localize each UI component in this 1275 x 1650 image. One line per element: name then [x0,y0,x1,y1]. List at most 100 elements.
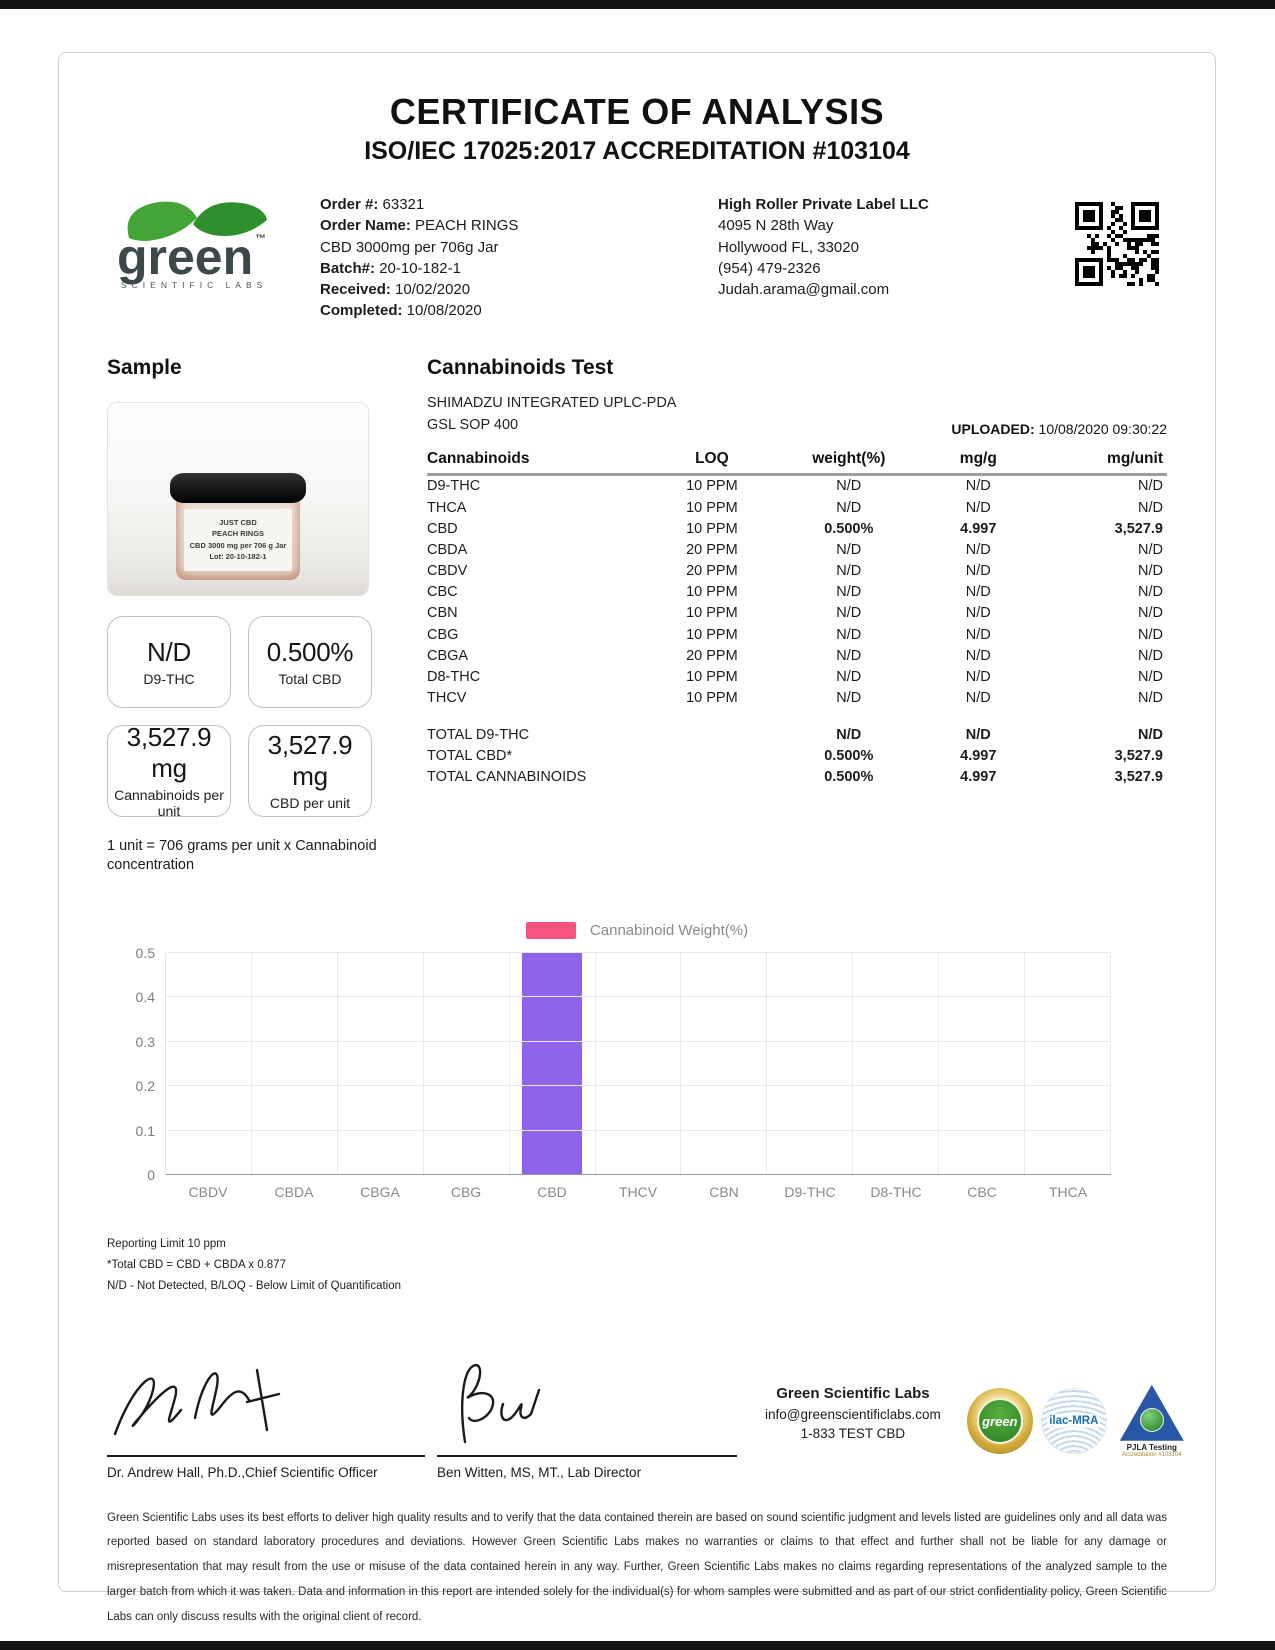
table-row: D9-THC 10 PPM N/D N/D N/D [427,478,1163,495]
result-box-cbd-per-unit: 3,527.9 mg CBD per unit [248,724,372,817]
logo-tagline: SCIENTIFIC LABS [121,280,267,290]
cannabinoid-chart: Cannabinoid Weight(%) 0 0.1 0.2 0.3 0.4 0.5 C… [107,921,1167,1200]
result-boxes: N/D D9-THC 0.500% Total CBD 3,527.9 mg C… [107,615,389,819]
main-content: Sample JUST CBD PEACH RINGS CBD 3000 mg … [107,356,1167,876]
chart-yaxis: 0 0.1 0.2 0.3 0.4 0.5 [123,945,165,1183]
chart-column [424,952,510,1175]
chart-column [510,952,596,1175]
note-nd-definition: N/D - Not Detected, B/LOQ - Below Limit … [107,1280,402,1293]
chart-columns [166,952,1111,1175]
accreditation-subtitle: ISO/IEC 17025:2017 ACCREDITATION #103104 [364,137,910,165]
x-tick-label: CBN [709,1183,739,1200]
signature-line-1 [107,1346,425,1457]
table-row: CBN 10 PPM N/D N/D N/D [427,605,1163,622]
page-top-border [0,0,1275,9]
logo-graphic: green ™ SCIENTIFIC LABS [117,201,267,290]
chart-bar-cbd [522,952,582,1175]
cannabinoids-test-heading: Cannabinoids Test [427,355,614,379]
client-info: High Roller Private Label LLC 4095 N 28t… [718,194,1018,300]
y-tick-label: 0.3 [135,1033,155,1050]
received-date: Received: 10/02/2020 [320,281,471,299]
report-notes: Reporting Limit 10 ppm *Total CBD = CBD … [107,1234,1167,1298]
y-tick-label: 0.2 [135,1078,155,1095]
table-row: D8-THC 10 PPM N/D N/D N/D [427,669,1163,685]
certificate-page: CERTIFICATE OF ANALYSIS ISO/IEC 17025:20… [58,52,1216,1623]
chart-column [853,952,940,1175]
sample-photo: JUST CBD PEACH RINGS CBD 3000 mg per 706… [107,401,369,596]
client-phone: (954) 479-2326 [718,259,821,277]
x-tick-label: CBG [450,1183,482,1200]
result-box-cannabinoids-per-unit: 3,527.9 mg Cannabinoids per unit [107,722,231,819]
note-reporting-limit: Reporting Limit 10 ppm [107,1237,226,1250]
lab-email: info@greenscientificlabs.com [765,1406,941,1422]
jar-body: JUST CBD PEACH RINGS CBD 3000 mg per 706… [176,495,300,580]
chart-column [338,952,424,1175]
signature-line-2 [437,1354,737,1457]
x-tick-label: CBDV [188,1183,228,1200]
client-address2: Hollywood FL, 33020 [718,238,859,256]
table-row: CBDA 20 PPM N/D N/D N/D [427,541,1163,558]
completed-date: Completed: 10/08/2020 [320,302,482,320]
qr-code [1075,202,1159,291]
jar-lid [170,472,306,503]
signatory-name-1: Dr. Andrew Hall, Ph.D.,Chief Scientific … [107,1464,378,1480]
legend-swatch [525,921,576,939]
sample-heading: Sample [107,355,182,379]
chart-legend: Cannabinoid Weight(%) [107,921,1167,939]
ilac-mra-badge: ilac-MRA [1040,1388,1107,1455]
signature-block-1: Dr. Andrew Hall, Ph.D.,Chief Scientific … [107,1346,425,1480]
pjla-globe-icon [1139,1407,1164,1432]
y-tick-label: 0.1 [135,1122,155,1139]
method-info: SHIMADZU INTEGRATED UPLC-PDA GSL SOP 400 [427,394,677,434]
client-address1: 4095 N 28th Way [718,217,834,235]
order-name: Order Name: PEACH RINGS [320,217,519,235]
pjla-badge: PJLA Testing Accreditation #103104 [1115,1384,1189,1458]
page-title: CERTIFICATE OF ANALYSIS [389,91,885,132]
sample-column: Sample JUST CBD PEACH RINGS CBD 3000 mg … [107,356,389,876]
signature-image-1 [113,1368,281,1435]
jar-label: JUST CBD PEACH RINGS CBD 3000 mg per 706… [184,508,292,571]
table-row: CBD 10 PPM 0.500% 4.997 3,527.9 [427,520,1163,537]
info-row: green ™ SCIENTIFIC LABS Order #: 63321 O… [107,194,1167,322]
table-total-row: TOTAL CBD* 0.500% 4.997 3,527.9 [427,747,1163,764]
result-box-total-cbd: 0.500% Total CBD [248,615,372,708]
green-seal-badge: green [966,1388,1033,1455]
note-total-cbd-formula: *Total CBD = CBD + CBDA x 0.877 [107,1259,286,1272]
x-tick-label: CBC [967,1183,997,1200]
order-number: Order #: 63321 [320,196,425,213]
client-name: High Roller Private Label LLC [718,196,929,213]
chart-column [596,952,682,1175]
legend-label: Cannabinoid Weight(%) [589,921,749,939]
legal-disclaimer: Green Scientific Labs uses its best effo… [107,1511,1167,1623]
table-row: CBC 10 PPM N/D N/D N/D [427,584,1163,601]
x-tick-label: THCV [618,1183,658,1200]
table-header-row: Cannabinoids LOQ weight(%) mg/g mg/unit [427,446,1167,476]
result-box-d9thc: N/D D9-THC [107,615,231,708]
x-tick-label: D9-THC [784,1183,836,1200]
batch-number: Batch#: 20-10-182-1 [320,259,461,277]
x-tick-label: CBDA [274,1183,314,1200]
sample-jar-image: JUST CBD PEACH RINGS CBD 3000 mg per 706… [170,472,306,580]
signature-row: Dr. Andrew Hall, Ph.D.,Chief Scientific … [107,1346,1184,1480]
cannabinoids-test-column: Cannabinoids Test SHIMADZU INTEGRATED UP… [427,356,1167,876]
chart-column [939,952,1026,1175]
accreditation-badges: green ilac-MRA PJLA Testing Accreditatio… [966,1384,1189,1458]
table-total-row: TOTAL CANNABINOIDS 0.500% 4.997 3,527.9 [427,769,1163,786]
chart-column [767,952,854,1175]
y-tick-label: 0.4 [135,989,155,1006]
logo-brand-text: green [117,229,253,285]
table-row: THCV 10 PPM N/D N/D N/D [427,690,1163,707]
y-tick-label: 0 [147,1166,155,1183]
y-tick-label: 0.5 [135,944,155,961]
unit-note: 1 unit = 706 grams per unit x Cannabinoi… [107,837,377,874]
signature-block-2: Ben Witten, MS, MT., Lab Director [437,1354,737,1480]
x-tick-label: CBGA [360,1183,400,1200]
chart-column [252,952,338,1175]
lab-contact: Green Scientific Labs info@greenscientif… [765,1383,941,1444]
chart-area: 0 0.1 0.2 0.3 0.4 0.5 [123,945,1111,1183]
table-row: CBDV 20 PPM N/D N/D N/D [427,563,1163,580]
chart-xaxis-labels: CBDV CBDA CBGA CBG CBD THCV CBN D9-THC D8-THC CBC… [165,1184,1111,1200]
table-row: CBG 10 PPM N/D N/D N/D [427,626,1163,643]
chart-column [166,952,252,1175]
table-total-row: TOTAL D9-THC N/D N/D N/D [427,726,1163,743]
